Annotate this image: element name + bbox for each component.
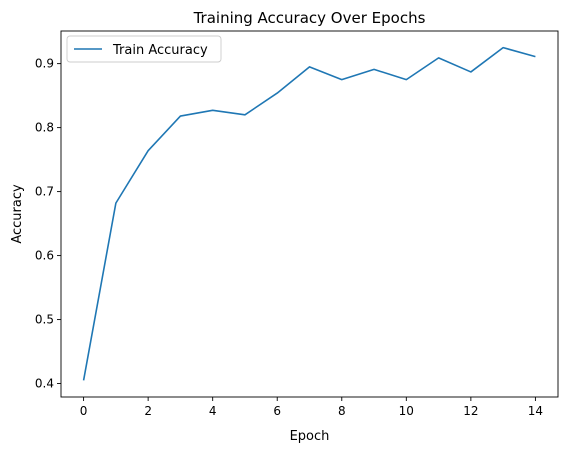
x-tick-label: 6 (273, 404, 281, 418)
y-tick-label: 0.6 (35, 249, 54, 263)
plot-area (61, 31, 558, 397)
y-tick-label: 0.4 (35, 377, 54, 391)
legend-box (66, 35, 222, 63)
y-axis-label: Accuracy (10, 184, 25, 244)
x-axis-ticks: 0 2 4 6 8 10 12 14 (80, 397, 543, 418)
plot-frame (60, 30, 559, 398)
x-tick-label: 12 (463, 404, 478, 418)
x-tick-label: 2 (144, 404, 152, 418)
x-axis-label: Epoch (290, 429, 330, 444)
x-tick-label: 8 (338, 404, 346, 418)
legend: Train Accuracy (66, 35, 222, 63)
series-line-train-accuracy (82, 46, 536, 381)
x-tick-label: 14 (528, 404, 543, 418)
x-tick-label: 10 (399, 404, 414, 418)
y-tick-label: 0.8 (35, 121, 54, 135)
chart-title: Training Accuracy Over Epochs (193, 9, 426, 27)
y-tick-label: 0.5 (35, 313, 54, 327)
y-axis-ticks: 0.4 0.5 0.6 0.7 0.8 0.9 (35, 57, 61, 391)
y-tick-label: 0.9 (35, 57, 54, 71)
y-tick-label: 0.7 (35, 185, 54, 199)
x-tick-label: 4 (209, 404, 217, 418)
legend-label-train-accuracy: Train Accuracy (112, 43, 208, 58)
series-layer (82, 46, 536, 381)
x-tick-label: 0 (80, 404, 88, 418)
